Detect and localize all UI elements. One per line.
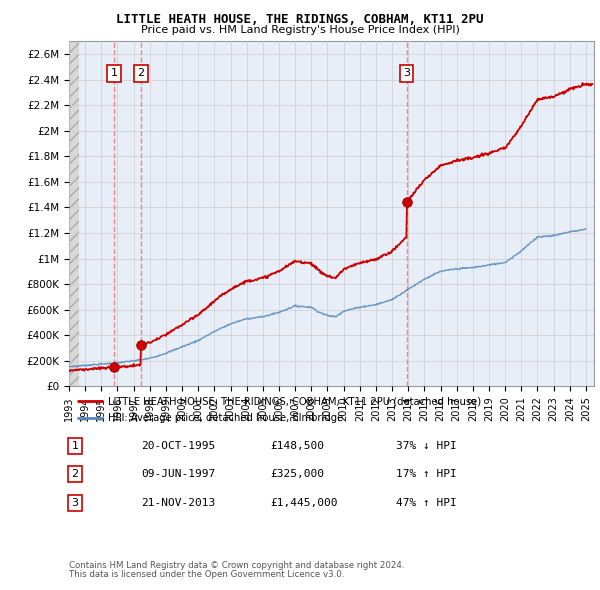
Text: 2: 2: [71, 470, 79, 479]
Text: LITTLE HEATH HOUSE, THE RIDINGS, COBHAM, KT11 2PU (detached house): LITTLE HEATH HOUSE, THE RIDINGS, COBHAM,…: [109, 396, 482, 406]
Text: Price paid vs. HM Land Registry's House Price Index (HPI): Price paid vs. HM Land Registry's House …: [140, 25, 460, 35]
Text: 1: 1: [111, 68, 118, 78]
Text: £148,500: £148,500: [270, 441, 324, 451]
Text: 2: 2: [137, 68, 145, 78]
Text: 09-JUN-1997: 09-JUN-1997: [141, 470, 215, 479]
Text: 21-NOV-2013: 21-NOV-2013: [141, 498, 215, 507]
Text: 20-OCT-1995: 20-OCT-1995: [141, 441, 215, 451]
Text: 37% ↓ HPI: 37% ↓ HPI: [396, 441, 457, 451]
Text: This data is licensed under the Open Government Licence v3.0.: This data is licensed under the Open Gov…: [69, 571, 344, 579]
Text: 3: 3: [71, 498, 79, 507]
Text: HPI: Average price, detached house, Elmbridge: HPI: Average price, detached house, Elmb…: [109, 413, 344, 423]
Bar: [69, 41, 79, 386]
Text: 1: 1: [71, 441, 79, 451]
Text: £325,000: £325,000: [270, 470, 324, 479]
Text: 47% ↑ HPI: 47% ↑ HPI: [396, 498, 457, 507]
Text: LITTLE HEATH HOUSE, THE RIDINGS, COBHAM, KT11 2PU: LITTLE HEATH HOUSE, THE RIDINGS, COBHAM,…: [116, 13, 484, 26]
Text: 3: 3: [403, 68, 410, 78]
Text: 17% ↑ HPI: 17% ↑ HPI: [396, 470, 457, 479]
Text: £1,445,000: £1,445,000: [270, 498, 337, 507]
Text: Contains HM Land Registry data © Crown copyright and database right 2024.: Contains HM Land Registry data © Crown c…: [69, 561, 404, 570]
